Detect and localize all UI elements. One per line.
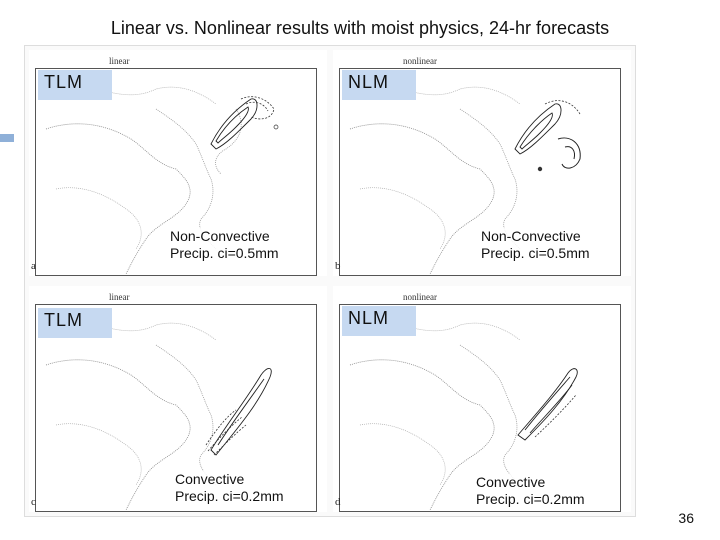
annotation-line: Convective xyxy=(175,471,245,487)
annotation-b: Non-Convective Precip. ci=0.5mm xyxy=(481,228,590,262)
tag-tlm-top: TLM xyxy=(38,70,112,100)
annotation-d: Convective Precip. ci=0.2mm xyxy=(476,474,585,508)
panel-caption: linear xyxy=(109,56,130,66)
annotation-line: Precip. ci=0.5mm xyxy=(481,245,590,261)
panel-letter: d xyxy=(335,496,341,508)
panel-caption: nonlinear xyxy=(403,292,437,302)
figure-grid: linear a nonlinear xyxy=(24,45,636,517)
panel-caption: linear xyxy=(109,292,130,302)
annotation-c: Convective Precip. ci=0.2mm xyxy=(175,471,284,505)
annotation-line: Non-Convective xyxy=(170,228,270,244)
tag-nlm-top: NLM xyxy=(342,70,416,100)
annotation-a: Non-Convective Precip. ci=0.5mm xyxy=(170,228,279,262)
map-plot xyxy=(349,86,581,275)
panel-letter: a xyxy=(31,260,36,272)
annotation-line: Non-Convective xyxy=(481,228,581,244)
annotation-line: Precip. ci=0.2mm xyxy=(476,491,585,507)
annotation-line: Convective xyxy=(476,474,546,490)
tag-nlm-bottom: NLM xyxy=(342,306,416,336)
panel-letter: c xyxy=(31,496,36,508)
panel-letter: b xyxy=(335,260,341,272)
map-plot xyxy=(349,322,578,511)
panel-caption: nonlinear xyxy=(403,56,437,66)
page-number: 36 xyxy=(678,510,694,526)
slide-title: Linear vs. Nonlinear results with moist … xyxy=(110,18,610,38)
left-accent-bar xyxy=(0,134,14,142)
annotation-line: Precip. ci=0.5mm xyxy=(170,245,279,261)
map-plot xyxy=(45,322,272,511)
annotation-line: Precip. ci=0.2mm xyxy=(175,488,284,504)
tag-tlm-bottom: TLM xyxy=(38,308,112,338)
map-plot xyxy=(45,86,279,275)
